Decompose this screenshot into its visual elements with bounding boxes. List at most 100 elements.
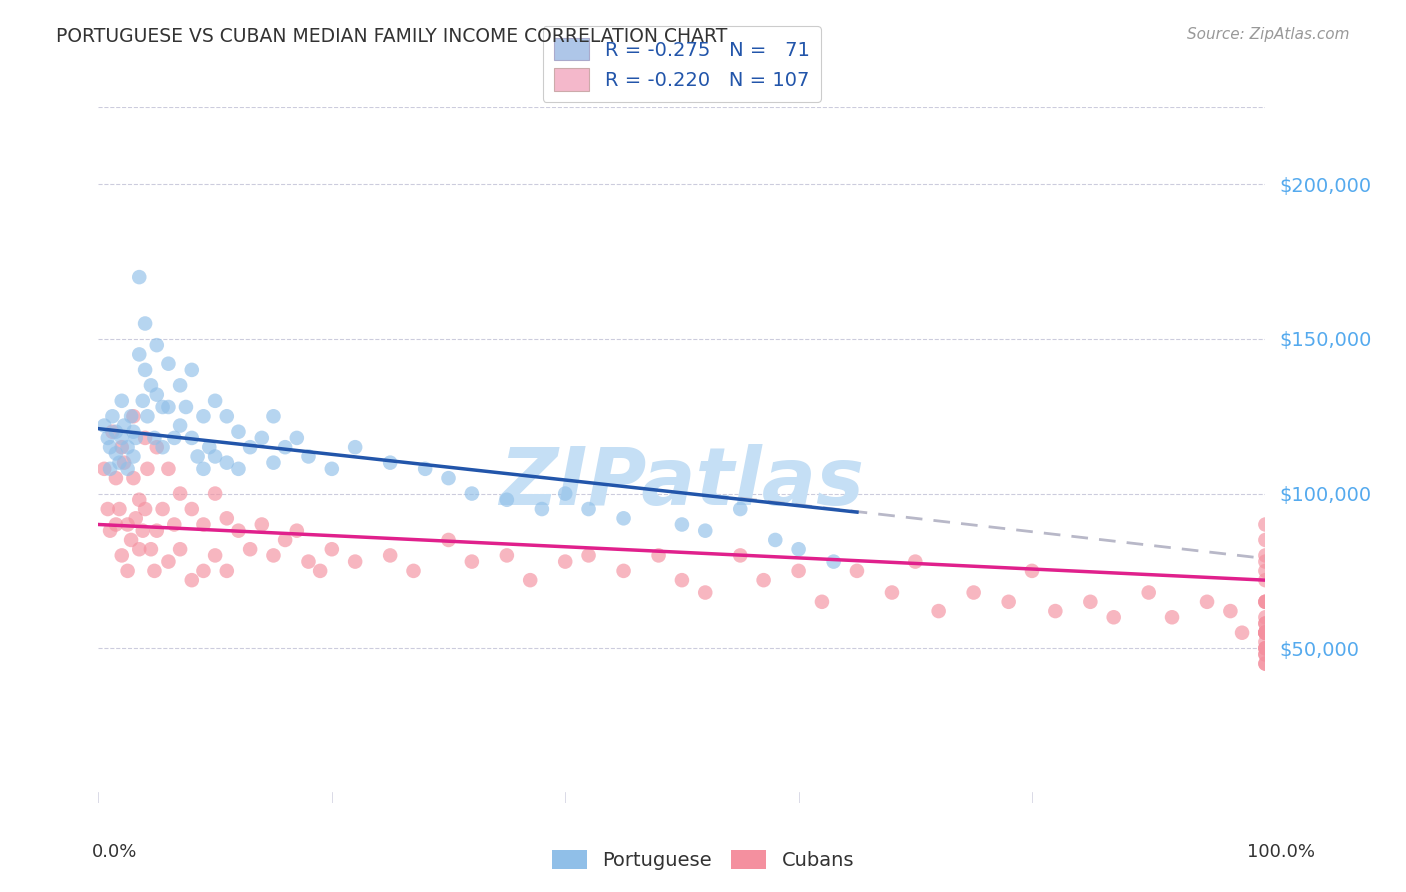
Point bbox=[152, 502, 174, 516]
Point bbox=[1254, 595, 1277, 609]
Point bbox=[1254, 625, 1277, 640]
Point bbox=[157, 555, 180, 569]
Point bbox=[321, 462, 343, 476]
Point bbox=[380, 456, 402, 470]
Point bbox=[1254, 616, 1277, 631]
Point bbox=[104, 425, 127, 439]
Point bbox=[174, 400, 197, 414]
Point bbox=[1195, 595, 1218, 609]
Point bbox=[215, 409, 238, 424]
Point bbox=[250, 517, 273, 532]
Point bbox=[1254, 648, 1277, 662]
Point bbox=[285, 431, 308, 445]
Point bbox=[262, 456, 284, 470]
Point bbox=[152, 440, 174, 454]
Point bbox=[146, 440, 169, 454]
Point bbox=[285, 524, 308, 538]
Point bbox=[1254, 641, 1277, 656]
Point bbox=[1254, 625, 1277, 640]
Point bbox=[204, 393, 226, 408]
Text: 100.0%: 100.0% bbox=[1247, 843, 1315, 861]
Point bbox=[437, 471, 460, 485]
Point bbox=[228, 524, 250, 538]
Point bbox=[215, 511, 238, 525]
Point bbox=[193, 517, 215, 532]
Point bbox=[554, 555, 576, 569]
Point bbox=[274, 440, 297, 454]
Point bbox=[93, 418, 115, 433]
Point bbox=[111, 549, 134, 563]
Point bbox=[437, 533, 460, 547]
Point bbox=[104, 517, 127, 532]
Point bbox=[1254, 564, 1277, 578]
Point bbox=[143, 431, 166, 445]
Point bbox=[157, 462, 180, 476]
Point bbox=[117, 440, 139, 454]
Point bbox=[157, 400, 180, 414]
Point bbox=[1254, 625, 1277, 640]
Point bbox=[163, 431, 186, 445]
Point bbox=[98, 462, 121, 476]
Point bbox=[132, 393, 155, 408]
Point bbox=[97, 502, 120, 516]
Point bbox=[763, 533, 786, 547]
Point bbox=[297, 450, 319, 464]
Point bbox=[1254, 657, 1277, 671]
Point bbox=[104, 446, 127, 460]
Point bbox=[1254, 573, 1277, 587]
Point bbox=[112, 456, 135, 470]
Point bbox=[101, 425, 124, 439]
Point bbox=[613, 511, 636, 525]
Point bbox=[297, 555, 319, 569]
Point bbox=[823, 555, 845, 569]
Point bbox=[104, 471, 127, 485]
Point bbox=[1254, 517, 1277, 532]
Point bbox=[787, 542, 810, 557]
Point bbox=[1102, 610, 1125, 624]
Point bbox=[1254, 641, 1277, 656]
Point bbox=[187, 450, 209, 464]
Point bbox=[204, 486, 226, 500]
Point bbox=[880, 585, 903, 599]
Point bbox=[613, 564, 636, 578]
Point bbox=[157, 357, 180, 371]
Point bbox=[139, 542, 162, 557]
Point bbox=[578, 502, 600, 516]
Text: 0.0%: 0.0% bbox=[91, 843, 136, 861]
Point bbox=[128, 347, 150, 361]
Point bbox=[1230, 625, 1253, 640]
Point bbox=[193, 564, 215, 578]
Point bbox=[139, 378, 162, 392]
Point bbox=[1254, 616, 1277, 631]
Point bbox=[1161, 610, 1184, 624]
Point bbox=[1254, 635, 1277, 649]
Point bbox=[962, 585, 984, 599]
Point bbox=[228, 425, 250, 439]
Point bbox=[928, 604, 950, 618]
Point bbox=[846, 564, 869, 578]
Point bbox=[787, 564, 810, 578]
Point bbox=[1254, 657, 1277, 671]
Point bbox=[1080, 595, 1102, 609]
Point bbox=[752, 573, 775, 587]
Point bbox=[1254, 595, 1277, 609]
Point bbox=[1219, 604, 1241, 618]
Point bbox=[204, 549, 226, 563]
Point bbox=[1254, 555, 1277, 569]
Point bbox=[122, 471, 145, 485]
Point bbox=[554, 486, 576, 500]
Point bbox=[239, 440, 262, 454]
Point bbox=[101, 409, 124, 424]
Point bbox=[134, 431, 156, 445]
Point bbox=[108, 456, 131, 470]
Point bbox=[146, 524, 169, 538]
Point bbox=[120, 533, 142, 547]
Point bbox=[344, 440, 367, 454]
Point bbox=[98, 524, 121, 538]
Point bbox=[321, 542, 343, 557]
Point bbox=[146, 387, 169, 401]
Point bbox=[180, 363, 202, 377]
Text: PORTUGUESE VS CUBAN MEDIAN FAMILY INCOME CORRELATION CHART: PORTUGUESE VS CUBAN MEDIAN FAMILY INCOME… bbox=[56, 27, 728, 45]
Point bbox=[122, 409, 145, 424]
Point bbox=[163, 517, 186, 532]
